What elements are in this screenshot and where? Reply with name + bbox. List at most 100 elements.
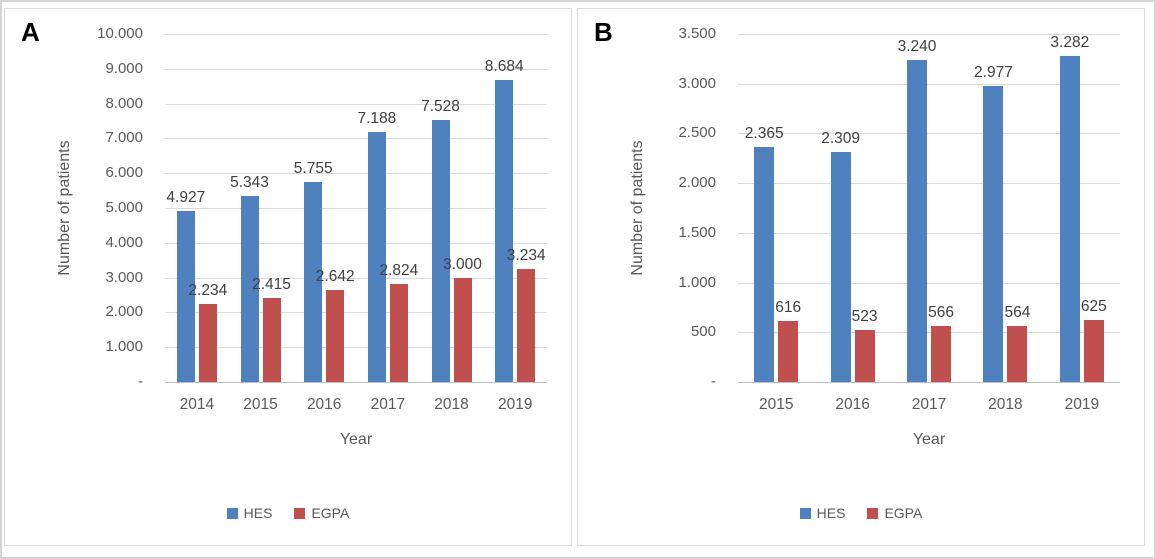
x-tick-label: 2014 bbox=[179, 396, 215, 413]
bar-groups: 4.927 2.234 5.343 2.415 5.755 2.642 7.188 2.824… bbox=[165, 34, 547, 382]
grid-line bbox=[738, 332, 1120, 334]
grid-line bbox=[165, 347, 547, 349]
bar-value-label: 2.309 bbox=[821, 130, 861, 147]
bar-hes: 2.365 bbox=[745, 125, 784, 382]
plot-area: 2.365 616 2.309 523 3.240 566 2.977 564 3.282 625 bbox=[738, 34, 1120, 383]
y-tick-label: 2.500 bbox=[678, 124, 716, 142]
bar-value-label: 616 bbox=[775, 299, 802, 316]
bar-value-label: 3.234 bbox=[506, 247, 546, 264]
grid-line bbox=[165, 34, 547, 35]
bar-pair: 3.282 625 bbox=[1050, 34, 1107, 382]
bar-group-2018: 2.977 564 bbox=[967, 34, 1043, 382]
bar-group-2014: 4.927 2.234 bbox=[165, 34, 229, 382]
legend-label: HES bbox=[243, 505, 273, 521]
legend-label: EGPA bbox=[884, 505, 923, 521]
y-tick-label: 3.000 bbox=[105, 268, 143, 286]
bar-pair: 8.684 3.234 bbox=[485, 58, 546, 382]
bar-pair: 2.309 523 bbox=[821, 130, 878, 382]
y-tick-label: 500 bbox=[690, 323, 716, 341]
grid-line bbox=[165, 208, 547, 209]
bar-value-label: 3.240 bbox=[897, 38, 937, 55]
bar-value-label: 2.365 bbox=[744, 125, 784, 142]
grid-line bbox=[165, 138, 547, 140]
bar-value-label: 5.755 bbox=[293, 160, 333, 177]
y-tick-label: 1.500 bbox=[678, 223, 716, 241]
grid-line bbox=[738, 34, 1120, 35]
legend-swatch-hes bbox=[226, 507, 238, 519]
x-tick-label: 2018 bbox=[434, 396, 469, 413]
bar-group-2018: 7.528 3.000 bbox=[420, 34, 484, 382]
bar-group-2016: 2.309 523 bbox=[814, 34, 890, 382]
bar-group-2017: 7.188 2.824 bbox=[356, 34, 420, 382]
x-tick-label: 2018 bbox=[988, 396, 1023, 413]
x-tick-row: 2015 2016 2017 2018 2019 bbox=[738, 396, 1120, 414]
x-tick-label: 2019 bbox=[497, 396, 533, 413]
bar-value-label: 5.343 bbox=[230, 174, 269, 191]
bar-egpa: 2.234 bbox=[188, 282, 227, 382]
bar-value-label: 2.415 bbox=[252, 276, 291, 293]
bar-pair: 3.240 566 bbox=[898, 38, 954, 382]
y-tick-label: 6.000 bbox=[105, 164, 143, 182]
bar-group-2019: 3.282 625 bbox=[1044, 34, 1120, 382]
legend-swatch-egpa bbox=[867, 507, 879, 519]
legend-label: HES bbox=[816, 505, 846, 521]
bar-value-label: 564 bbox=[1004, 304, 1031, 321]
grid-line bbox=[738, 183, 1120, 185]
y-tick-label: 9.000 bbox=[105, 59, 143, 77]
y-tick-label: 3.000 bbox=[678, 74, 716, 92]
bar-egpa: 3.234 bbox=[507, 247, 546, 382]
bar-hes: 8.684 bbox=[485, 58, 524, 382]
y-tick-label: 2.000 bbox=[678, 174, 716, 192]
bar-value-label: 3.282 bbox=[1050, 34, 1090, 51]
x-tick-label: 2016 bbox=[306, 396, 342, 413]
bar-pair: 4.927 2.234 bbox=[166, 189, 227, 382]
bar-value-label: 7.528 bbox=[421, 98, 460, 115]
panel-a: A Number of patients 10.000 9.000 8.000 7.000… bbox=[4, 8, 572, 546]
bar-egpa: 2.415 bbox=[252, 276, 291, 382]
grid-line bbox=[165, 242, 547, 244]
grid-line bbox=[165, 312, 547, 314]
legend-item-hes: HES bbox=[799, 505, 846, 521]
y-tick-label: 10.000 bbox=[97, 25, 143, 42]
y-tick-label: 4.000 bbox=[105, 233, 143, 251]
x-axis-line bbox=[738, 382, 1120, 383]
bar-group-2016: 5.755 2.642 bbox=[292, 34, 356, 382]
y-tick-label: 3.500 bbox=[678, 25, 716, 42]
x-tick-label: 2019 bbox=[1064, 396, 1100, 413]
grid-line bbox=[738, 282, 1120, 284]
bar-pair: 5.755 2.642 bbox=[294, 160, 355, 382]
bar-group-2015: 2.365 616 bbox=[738, 34, 814, 382]
bar-hes: 5.343 bbox=[230, 174, 269, 382]
bar-pair: 7.528 3.000 bbox=[421, 98, 482, 382]
bar-groups: 2.365 616 2.309 523 3.240 566 2.977 564 3.282 625 bbox=[738, 34, 1120, 382]
legend-label: EGPA bbox=[311, 505, 350, 521]
bar-hes: 7.188 bbox=[357, 110, 396, 382]
legend-swatch-egpa bbox=[294, 507, 306, 519]
bar-egpa: 3.000 bbox=[443, 256, 482, 382]
bar-pair: 7.188 2.824 bbox=[357, 110, 418, 382]
x-axis-title: Year bbox=[912, 431, 946, 448]
bar-hes: 2.309 bbox=[821, 130, 860, 382]
x-tick-row: 2014 2015 2016 2017 2018 2019 bbox=[165, 396, 547, 414]
bar-egpa: 616 bbox=[775, 299, 801, 382]
y-tick-label: 5.000 bbox=[105, 199, 143, 216]
bar-hes: 3.240 bbox=[898, 38, 936, 382]
panel-b: B Number of patients 3.500 3.000 2.500 2.000 1… bbox=[577, 8, 1145, 546]
grid-line bbox=[738, 133, 1120, 135]
x-tick-label: 2015 bbox=[243, 396, 278, 413]
legend-item-hes: HES bbox=[226, 505, 273, 521]
bar-hes: 7.528 bbox=[421, 98, 460, 382]
y-tick-label: 2.000 bbox=[105, 303, 143, 321]
bar-hes: 2.977 bbox=[974, 64, 1013, 382]
bar-value-label: 3.000 bbox=[443, 256, 482, 273]
legend-item-egpa: EGPA bbox=[294, 505, 349, 521]
bar-value-label: 2.977 bbox=[974, 64, 1013, 81]
bar-egpa: 566 bbox=[928, 304, 954, 382]
grid-line bbox=[165, 68, 547, 70]
bar-value-label: 2.234 bbox=[188, 282, 228, 299]
bar-hes: 4.927 bbox=[166, 189, 205, 382]
y-tick-label: 7.000 bbox=[105, 129, 143, 147]
y-tick-label: - bbox=[138, 373, 143, 390]
y-axis-title: Number of patients bbox=[629, 140, 646, 276]
